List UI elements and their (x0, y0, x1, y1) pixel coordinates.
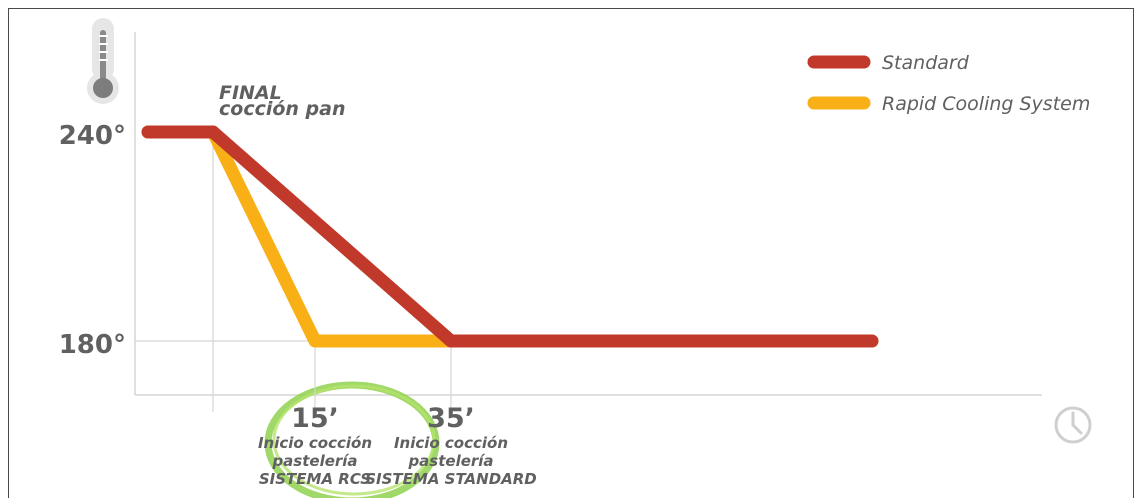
y-tick-label: 180° (59, 330, 126, 360)
thermometer-icon (87, 18, 119, 104)
clock-icon (1054, 406, 1092, 444)
series-line-standard (141, 125, 879, 348)
y-tick-label: 240° (59, 121, 126, 151)
annotation-text: cocción pan (219, 98, 346, 120)
x-tick-caption: SISTEMA RCS (259, 470, 371, 488)
x-tick-caption: SISTEMA STANDARD (365, 470, 537, 488)
x-tick-caption: Inicio cocción (258, 434, 372, 452)
annotation-text: FINAL (219, 82, 282, 104)
x-tick-caption: pastelería (271, 452, 357, 470)
x-tick-caption: Inicio cocción (394, 434, 508, 452)
highlight-circle (264, 381, 440, 498)
x-tick-label: 15’ (291, 403, 339, 434)
legend-label: Rapid Cooling System (882, 93, 1090, 115)
x-tick-label: 35’ (427, 403, 475, 434)
chart-border (8, 8, 1134, 498)
legend-label: Standard (882, 52, 970, 74)
x-tick-caption: pastelería (407, 452, 493, 470)
